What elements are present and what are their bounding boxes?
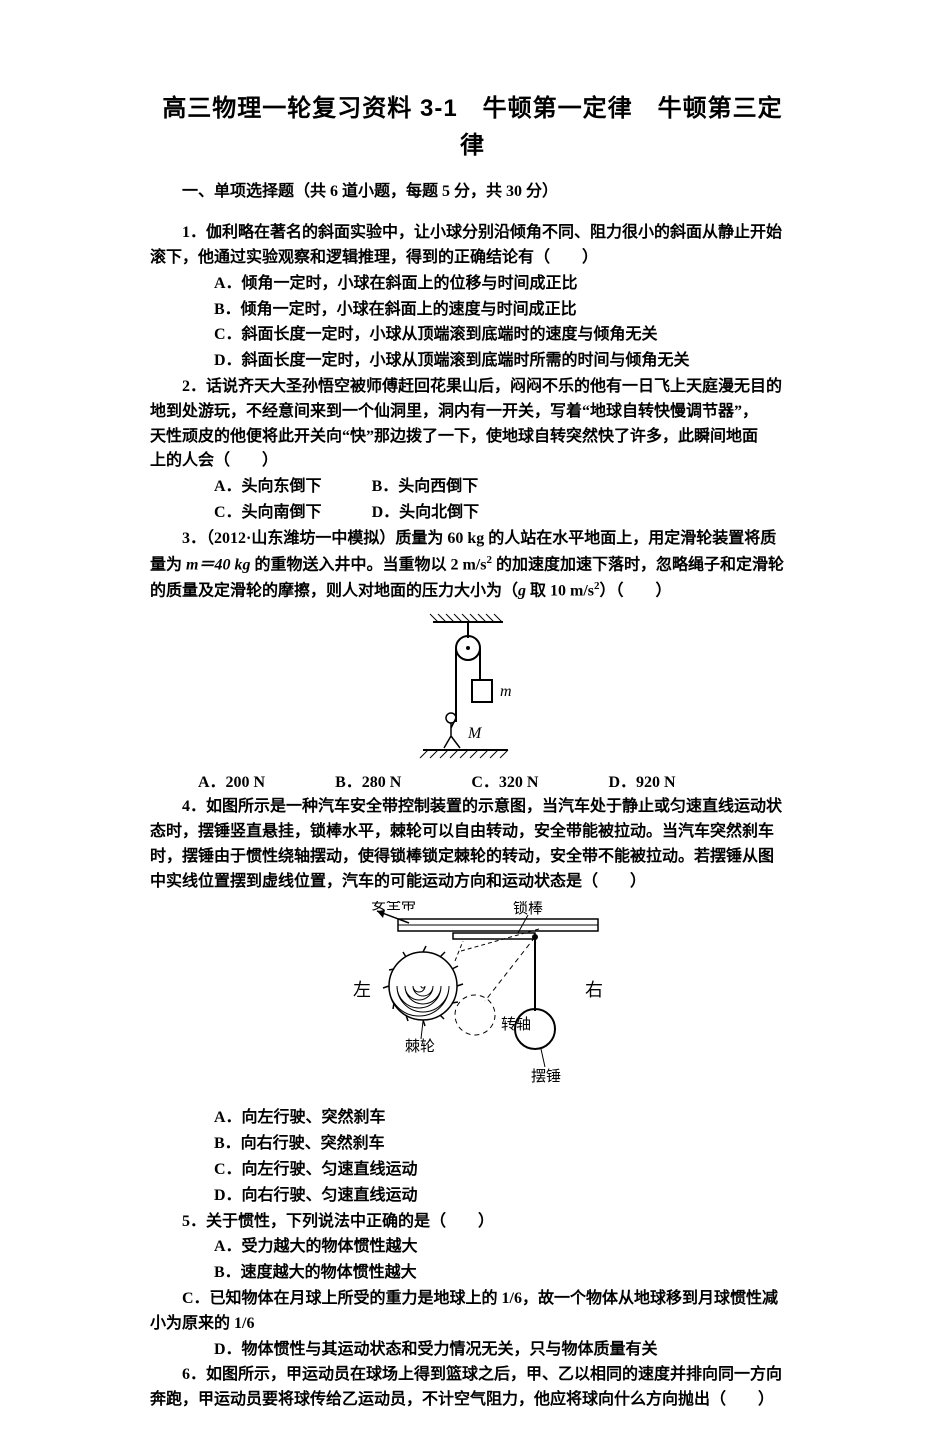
q5-stem: 5．关于惯性，下列说法中正确的是（ ） (150, 1210, 795, 1235)
q6-stem-line2: 奔跑，甲运动员要将球传给乙运动员，不计空气阻力，他应将球向什么方向抛出（ ） (150, 1388, 795, 1413)
q6-stem-line1: 6．如图所示，甲运动员在球场上得到篮球之后，甲、乙以相同的速度并排向同一方向 (150, 1363, 795, 1388)
q1-stem-line1: 1．伽利略在著名的斜面实验中，让小球分别沿倾角不同、阻力很小的斜面从静止开始 (150, 221, 795, 246)
q3-stem-line1: 3．（2012·山东潍坊一中模拟）质量为 60 kg 的人站在水平地面上，用定滑… (150, 527, 795, 552)
document-page: 高三物理一轮复习资料 3-1 牛顿第一定律 牛顿第三定律 一、单项选择题（共 6… (0, 0, 945, 1453)
q1-opt-a: A．倾角一定时，小球在斜面上的位移与时间成正比 (214, 272, 795, 297)
q4-opt-d: D．向右行驶、匀速直线运动 (214, 1184, 795, 1209)
q2-stem-line1: 2．话说齐天大圣孙悟空被师傅赶回花果山后，闷闷不乐的他有一日飞上天庭漫无目的 (150, 375, 795, 400)
q2-stem-line3: 天性顽皮的他便将此开关向“快”那边拨了一下，使地球自转突然快了许多，此瞬间地面 (150, 425, 795, 450)
q4-figure: 安全带 锁棒 左 右 (150, 901, 795, 1105)
q4-label-pendulum: 摆锤 (531, 1068, 561, 1085)
q4-label-left: 左 (353, 980, 371, 1000)
q2-number: 2． (182, 378, 206, 395)
q3-opt-d: D．920 N (608, 771, 675, 796)
q5-options: A．受力越大的物体惯性越大 B．速度越大的物体惯性越大 (214, 1235, 795, 1286)
q4-label-belt: 安全带 (371, 901, 416, 913)
q3-fig-M-label: M (467, 725, 483, 742)
q3-source: （2012·山东潍坊一中模拟） (206, 530, 395, 547)
q3-m-expr: m＝40 kg (186, 556, 250, 573)
q1-text-a: 伽利略在著名的斜面实验中，让小球分别沿倾角不同、阻力很小的斜面从静止开始 (206, 224, 782, 241)
q3-pulley-svg: m M (388, 610, 558, 760)
q1-options: A．倾角一定时，小球在斜面上的位移与时间成正比 B．倾角一定时，小球在斜面上的速… (214, 272, 795, 374)
section-1-heading: 一、单项选择题（共 6 道小题，每题 5 分，共 30 分） (150, 180, 795, 205)
q2-opt-b: B．头向西倒下 (372, 475, 479, 500)
q4-seatbelt-svg: 安全带 锁棒 左 右 (313, 901, 633, 1096)
q2-stem-line2: 地到处游玩，不经意间来到一个仙洞里，洞内有一开关，写着“地球自转快慢调节器”， (150, 400, 795, 425)
q3-b-mid: 的重物送入井中。当重物以 2 m/s (250, 556, 486, 573)
q3-number: 3． (182, 530, 206, 547)
q1-stem-line2: 滚下，他通过实验观察和逻辑推理，得到的正确结论有（ ） (150, 246, 795, 271)
q5-opt-c-line1: C．已知物体在月球上所受的重力是地球上的 1/6，故一个物体从地球移到月球惯性减 (150, 1287, 795, 1312)
q4-label-ratchet: 棘轮 (405, 1038, 435, 1055)
q5-opt-b: B．速度越大的物体惯性越大 (214, 1261, 795, 1286)
q5-number: 5． (182, 1213, 206, 1230)
q2-opt-a: A．头向东倒下 (214, 475, 322, 500)
q1-number: 1． (182, 224, 206, 241)
q3-b-prefix: 量为 (150, 556, 186, 573)
q4-opt-a: A．向左行驶、突然刹车 (214, 1106, 795, 1131)
q4-stem-line1: 4．如图所示是一种汽车安全带控制装置的示意图，当汽车处于静止或匀速直线运动状 (150, 795, 795, 820)
q3-opt-b: B．280 N (335, 771, 401, 796)
q4-number: 4． (182, 798, 206, 815)
q5-opt-d-wrap: D．物体惯性与其运动状态和受力情况无关，只与物体质量有关 (214, 1338, 795, 1363)
q3-options: A．200 N B．280 N C．320 N D．920 N (198, 771, 795, 796)
q2-text-a: 话说齐天大圣孙悟空被师傅赶回花果山后，闷闷不乐的他有一日飞上天庭漫无目的 (206, 378, 782, 395)
q4-options: A．向左行驶、突然刹车 B．向右行驶、突然刹车 C．向左行驶、匀速直线运动 D．… (214, 1106, 795, 1208)
q4-text-a: 如图所示是一种汽车安全带控制装置的示意图，当汽车处于静止或匀速直线运动状 (206, 798, 782, 815)
q4-stem-line4: 中实线位置摆到虚线位置，汽车的可能运动方向和运动状态是（ ） (150, 870, 795, 895)
q2-opt-d: D．头向北倒下 (372, 501, 480, 526)
q3-fig-m-label: m (500, 683, 512, 700)
q4-stem-line3: 时，摆锤由于惯性绕轴摆动，使得锁棒锁定棘轮的转动，安全带不能被拉动。若摆锤从图 (150, 845, 795, 870)
q1-opt-d: D．斜面长度一定时，小球从顶端滚到底端时所需的时间与倾角无关 (214, 349, 795, 374)
q1-opt-c: C．斜面长度一定时，小球从顶端滚到底端时的速度与倾角无关 (214, 323, 795, 348)
q3-g: g (518, 582, 526, 599)
q6-number: 6． (182, 1366, 206, 1383)
q3-figure: m M (150, 610, 795, 769)
q4-label-axis: 转轴 (501, 1016, 531, 1033)
q3-c-tail: ）（ ） (600, 582, 672, 599)
q4-label-lockbar: 锁棒 (513, 901, 543, 917)
q2-stem-line4: 上的人会（ ） (150, 449, 795, 474)
q3-stem-line3: 的质量及定滑轮的摩擦，则人对地面的压力大小为（g 取 10 m/s2）（ ） (150, 578, 795, 604)
q3-c-g: 取 10 m/s (526, 582, 594, 599)
q3-b-tail: 的加速度加速下落时，忽略绳子和定滑轮 (492, 556, 784, 573)
q6-text-a: 如图所示，甲运动员在球场上得到篮球之后，甲、乙以相同的速度并排向同一方向 (206, 1366, 782, 1383)
page-title: 高三物理一轮复习资料 3-1 牛顿第一定律 牛顿第三定律 (150, 90, 795, 164)
q3-text-a: 质量为 60 kg 的人站在水平地面上，用定滑轮装置将质 (395, 530, 776, 547)
q5-opt-a: A．受力越大的物体惯性越大 (214, 1235, 795, 1260)
q3-stem-line2: 量为 m＝40 kg 的重物送入井中。当重物以 2 m/s2 的加速度加速下落时… (150, 552, 795, 578)
q5-opt-d: D．物体惯性与其运动状态和受力情况无关，只与物体质量有关 (214, 1338, 795, 1363)
q3-opt-a: A．200 N (198, 771, 265, 796)
q4-label-right: 右 (585, 980, 603, 1000)
q1-opt-b: B．倾角一定时，小球在斜面上的速度与时间成正比 (214, 298, 795, 323)
q4-opt-c: C．向左行驶、匀速直线运动 (214, 1158, 795, 1183)
q5-opt-c-line2: 小为原来的 1/6 (150, 1312, 795, 1337)
q2-options: A．头向东倒下 B．头向西倒下 C．头向南倒下 D．头向北倒下 (214, 475, 795, 526)
q4-stem-line2: 态时，摆锤竖直悬挂，锁棒水平，棘轮可以自由转动，安全带能被拉动。当汽车突然刹车 (150, 820, 795, 845)
q3-opt-c: C．320 N (471, 771, 538, 796)
q2-opt-c: C．头向南倒下 (214, 501, 322, 526)
q3-c-prefix: 的质量及定滑轮的摩擦，则人对地面的压力大小为（ (150, 582, 518, 599)
q5-text: 关于惯性，下列说法中正确的是（ ） (206, 1213, 494, 1230)
q4-opt-b: B．向右行驶、突然刹车 (214, 1132, 795, 1157)
